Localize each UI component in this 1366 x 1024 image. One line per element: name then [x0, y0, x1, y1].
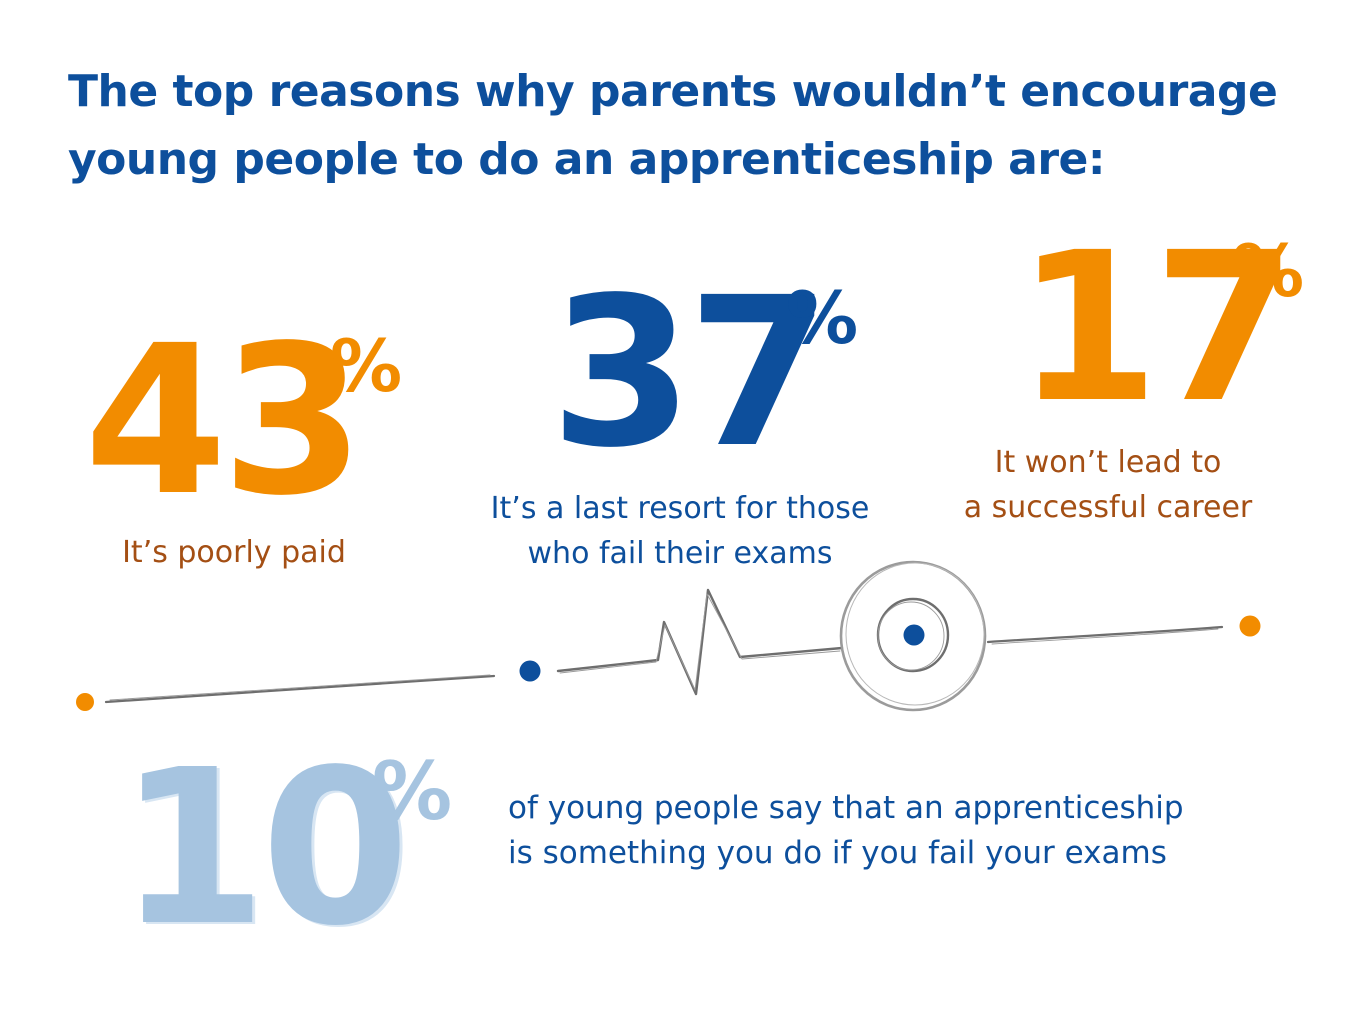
- timeline-segment-3: [986, 625, 1224, 644]
- timeline-heartbeat-sketch: [559, 593, 841, 691]
- stat-caption-line: It won’t lead to: [994, 445, 1222, 480]
- stat-unit-37: %: [786, 276, 859, 360]
- target-center-dot: [903, 624, 925, 646]
- timeline-segment-3-sketch: [991, 628, 1219, 645]
- stat-value-43: 43: [84, 301, 365, 541]
- highlight-description-line: is something you do if you fail your exa…: [508, 835, 1167, 871]
- highlight-stat-value: 10: [118, 724, 410, 973]
- stat-caption-line: It’s poorly paid: [122, 535, 346, 570]
- stat-caption-43: It’s poorly paid: [110, 530, 358, 575]
- stat-value-37: 37: [550, 253, 831, 493]
- target-outer-ring-sketch: [845, 562, 985, 706]
- stat-value-17: 17: [1016, 208, 1297, 448]
- target-outer-ring: [839, 560, 987, 712]
- stat-caption-line: It’s a last resort for those: [490, 491, 870, 526]
- timeline-segment-1-sketch: [109, 674, 491, 701]
- target-inner-ring-sketch: [877, 601, 945, 671]
- highlight-description: of young people say that an apprenticesh…: [508, 786, 1328, 876]
- stat-caption-17: It won’t lead to a successful career: [952, 440, 1264, 530]
- page-title-line-1: The top reasons why parents wouldn’t enc…: [68, 66, 1278, 117]
- timeline-dot-orange-left: [76, 693, 94, 711]
- stat-unit-43: %: [330, 324, 403, 408]
- stat-unit-17: %: [1232, 229, 1305, 313]
- page-title: The top reasons why parents wouldn’t enc…: [68, 58, 1308, 194]
- timeline-heartbeat: [556, 588, 844, 696]
- timeline-dot-orange-right: [1239, 615, 1261, 637]
- stat-caption-37: It’s a last resort for those who fail th…: [484, 486, 876, 576]
- stat-caption-line: who fail their exams: [527, 536, 833, 571]
- highlight-description-line: of young people say that an apprenticesh…: [508, 790, 1184, 826]
- stat-caption-line: a successful career: [963, 490, 1253, 525]
- page-title-line-2: young people to do an apprenticeship are…: [68, 134, 1105, 185]
- highlight-stat-unit: %: [372, 745, 453, 838]
- timeline-segment-1: [104, 674, 496, 704]
- timeline-dot-blue: [519, 660, 541, 682]
